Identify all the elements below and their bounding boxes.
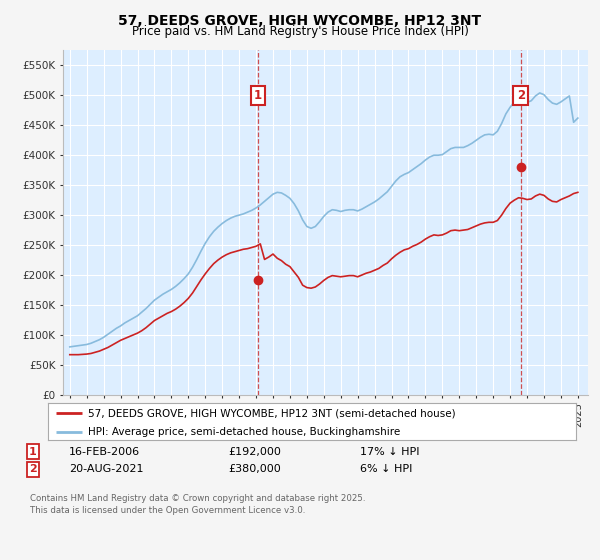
Text: 57, DEEDS GROVE, HIGH WYCOMBE, HP12 3NT (semi-detached house): 57, DEEDS GROVE, HIGH WYCOMBE, HP12 3NT … <box>88 408 455 418</box>
Text: 1: 1 <box>29 447 37 457</box>
Text: £380,000: £380,000 <box>228 464 281 474</box>
Text: 57, DEEDS GROVE, HIGH WYCOMBE, HP12 3NT: 57, DEEDS GROVE, HIGH WYCOMBE, HP12 3NT <box>118 14 482 28</box>
Text: 6% ↓ HPI: 6% ↓ HPI <box>360 464 412 474</box>
Text: 17% ↓ HPI: 17% ↓ HPI <box>360 447 419 457</box>
Text: 20-AUG-2021: 20-AUG-2021 <box>69 464 143 474</box>
Text: 2: 2 <box>29 464 37 474</box>
Text: £192,000: £192,000 <box>228 447 281 457</box>
Text: HPI: Average price, semi-detached house, Buckinghamshire: HPI: Average price, semi-detached house,… <box>88 427 400 437</box>
Text: 1: 1 <box>254 89 262 102</box>
Text: Price paid vs. HM Land Registry's House Price Index (HPI): Price paid vs. HM Land Registry's House … <box>131 25 469 38</box>
Text: Contains HM Land Registry data © Crown copyright and database right 2025.
This d: Contains HM Land Registry data © Crown c… <box>30 494 365 515</box>
Text: 16-FEB-2006: 16-FEB-2006 <box>69 447 140 457</box>
Text: 2: 2 <box>517 89 525 102</box>
